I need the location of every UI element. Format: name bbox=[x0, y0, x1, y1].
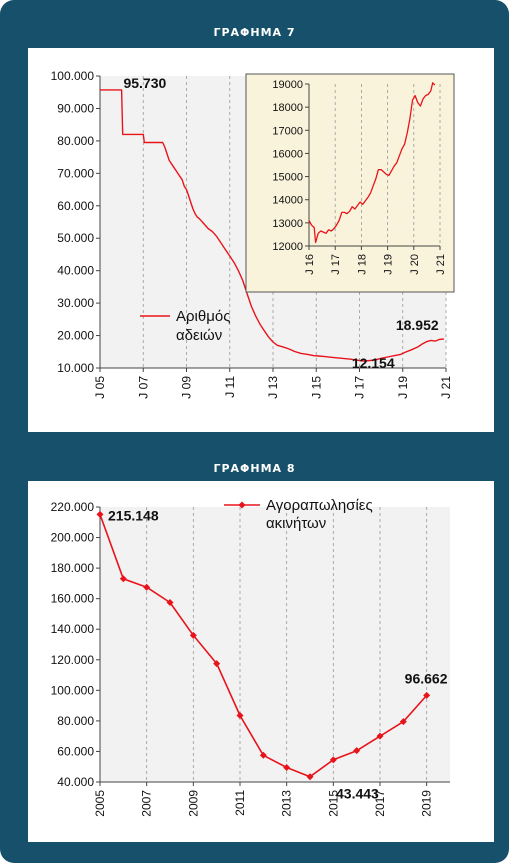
chart-8-data-point bbox=[213, 660, 221, 668]
chart-7-y-tick-label: 40.000 bbox=[57, 264, 94, 278]
inset-plot-area bbox=[309, 84, 440, 246]
chart-7-x-tick-label: J 13 bbox=[266, 376, 280, 399]
chart-7-x-tick-label: J 09 bbox=[180, 376, 194, 399]
chart-7-y-tick-label: 100.000 bbox=[51, 69, 95, 83]
chart-8-data-point bbox=[96, 510, 104, 518]
chart-8-y-tick-label: 220.000 bbox=[51, 500, 95, 514]
inset-y-tick-label: 17000 bbox=[272, 125, 303, 137]
legend-marker bbox=[238, 501, 246, 509]
chart-8-y-tick-label: 60.000 bbox=[57, 744, 94, 758]
annotation-last: 18.952 bbox=[396, 317, 439, 333]
inset-x-tick-label: J 16 bbox=[304, 254, 316, 275]
chart-8-data-point bbox=[399, 718, 407, 726]
chart-8-data-point bbox=[119, 575, 127, 583]
chart-8-y-tick-label: 140.000 bbox=[51, 622, 95, 636]
chart-7-x-tick-label: J 11 bbox=[223, 376, 237, 398]
chart-8-x-tick-label: 2011 bbox=[233, 790, 247, 816]
chart-8-y-tick-label: 40.000 bbox=[57, 775, 94, 789]
inset-x-tick-label: J 18 bbox=[356, 254, 368, 275]
chart-8-x-tick-label: 2019 bbox=[420, 790, 434, 817]
annotation-max: 95.730 bbox=[123, 75, 166, 91]
chart-8-data-point bbox=[283, 763, 291, 771]
chart-8-y-tick-label: 160.000 bbox=[51, 592, 95, 606]
chart-7-x-tick-label: J 15 bbox=[309, 376, 323, 399]
chart-8-data-point bbox=[236, 712, 244, 720]
annotation-min: 43.443 bbox=[336, 786, 379, 802]
chart-7-x-tick-label: J 21 bbox=[439, 376, 453, 399]
chart-8-data-point bbox=[423, 691, 431, 699]
inset-x-tick-label: J 19 bbox=[383, 254, 395, 275]
inset-y-tick-label: 13000 bbox=[272, 218, 303, 230]
chart-7-x-tick-label: J 17 bbox=[353, 376, 367, 399]
annotation-min: 12.154 bbox=[352, 355, 395, 371]
chart-8-y-tick-label: 200.000 bbox=[51, 531, 95, 545]
inset-y-tick-label: 19000 bbox=[272, 79, 303, 91]
chart-7-y-tick-label: 80.000 bbox=[57, 134, 94, 148]
legend-label-line1: Αγοραπωλησίες bbox=[266, 497, 373, 514]
chart-8-x-tick-label: 2015 bbox=[326, 790, 340, 817]
inset-y-tick-label: 12000 bbox=[272, 241, 303, 253]
chart-8-x-tick-label: 2013 bbox=[280, 790, 294, 817]
chart-8-y-tick-label: 80.000 bbox=[57, 714, 94, 728]
legend-label-line1: Αριθμός bbox=[176, 308, 230, 325]
chart-7-y-tick-label: 70.000 bbox=[57, 166, 94, 180]
chart-8-y-tick-label: 100.000 bbox=[51, 683, 95, 697]
chart-7-x-tick-label: J 19 bbox=[396, 376, 410, 399]
chart-7-y-tick-label: 90.000 bbox=[57, 101, 94, 115]
inset-y-tick-label: 18000 bbox=[272, 102, 303, 114]
chart-8-y-tick-label: 120.000 bbox=[51, 653, 95, 667]
chart-8-y-tick-label: 180.000 bbox=[51, 561, 95, 575]
chart-8-x-tick-label: 2005 bbox=[93, 790, 107, 817]
chart-8-x-tick-label: 2017 bbox=[373, 790, 387, 817]
inset-y-tick-label: 16000 bbox=[272, 148, 303, 160]
chart-8-data-point bbox=[166, 598, 174, 606]
chart-7-y-tick-label: 50.000 bbox=[57, 231, 94, 245]
chart-7-heading: ΓΡΑΦΗΜΑ 7 bbox=[213, 26, 296, 39]
legend-label-line2: αδειών bbox=[176, 327, 222, 344]
legend-label-line2: ακινήτων bbox=[266, 515, 326, 532]
chart-8-x-tick-label: 2009 bbox=[186, 790, 200, 817]
inset-x-tick-label: J 17 bbox=[330, 254, 342, 275]
chart-8: 40.000 60.000 80.000 100.000 120.000 140.000 1… bbox=[51, 497, 450, 817]
chart-8-data-point bbox=[353, 747, 361, 755]
inset-x-tick-label: J 21 bbox=[435, 254, 447, 275]
chart-7-y-tick-label: 60.000 bbox=[57, 199, 94, 213]
chart-8-plot-area bbox=[100, 507, 450, 782]
chart-7-frame: 10.000 20.000 30.000 40.000 50.000 60.000 70.0… bbox=[28, 48, 494, 432]
chart-8-data-point bbox=[376, 732, 384, 740]
chart-7-y-tick-label: 20.000 bbox=[57, 329, 94, 343]
chart-7-x-tick-label: J 05 bbox=[93, 376, 107, 399]
chart-8-data-point bbox=[143, 583, 151, 591]
chart-8-data-point bbox=[189, 631, 197, 639]
chart-7-y-tick-label: 10.000 bbox=[57, 361, 94, 375]
inset-y-tick-label: 15000 bbox=[272, 172, 303, 184]
chart-8-heading: ΓΡΑΦΗΜΑ 8 bbox=[213, 462, 296, 475]
chart-8-data-point bbox=[329, 756, 337, 764]
inset-x-tick-label: J 20 bbox=[409, 254, 421, 275]
chart-8-data-point bbox=[306, 773, 314, 781]
chart-8-data-point bbox=[259, 751, 267, 759]
inset-series-line bbox=[308, 82, 436, 244]
annotation-max: 215.148 bbox=[108, 507, 159, 523]
chart-7-y-tick-label: 30.000 bbox=[57, 296, 94, 310]
chart-7-series-line bbox=[100, 89, 444, 362]
chart-8-frame: 40.000 60.000 80.000 100.000 120.000 140.000 1… bbox=[28, 481, 494, 842]
chart-7: 10.000 20.000 30.000 40.000 50.000 60.000 70.0… bbox=[51, 69, 455, 399]
annotation-last: 96.662 bbox=[405, 670, 448, 686]
inset-y-tick-label: 14000 bbox=[272, 195, 303, 207]
chart-7-x-tick-label: J 07 bbox=[136, 376, 150, 399]
chart-8-x-tick-label: 2007 bbox=[140, 790, 154, 817]
